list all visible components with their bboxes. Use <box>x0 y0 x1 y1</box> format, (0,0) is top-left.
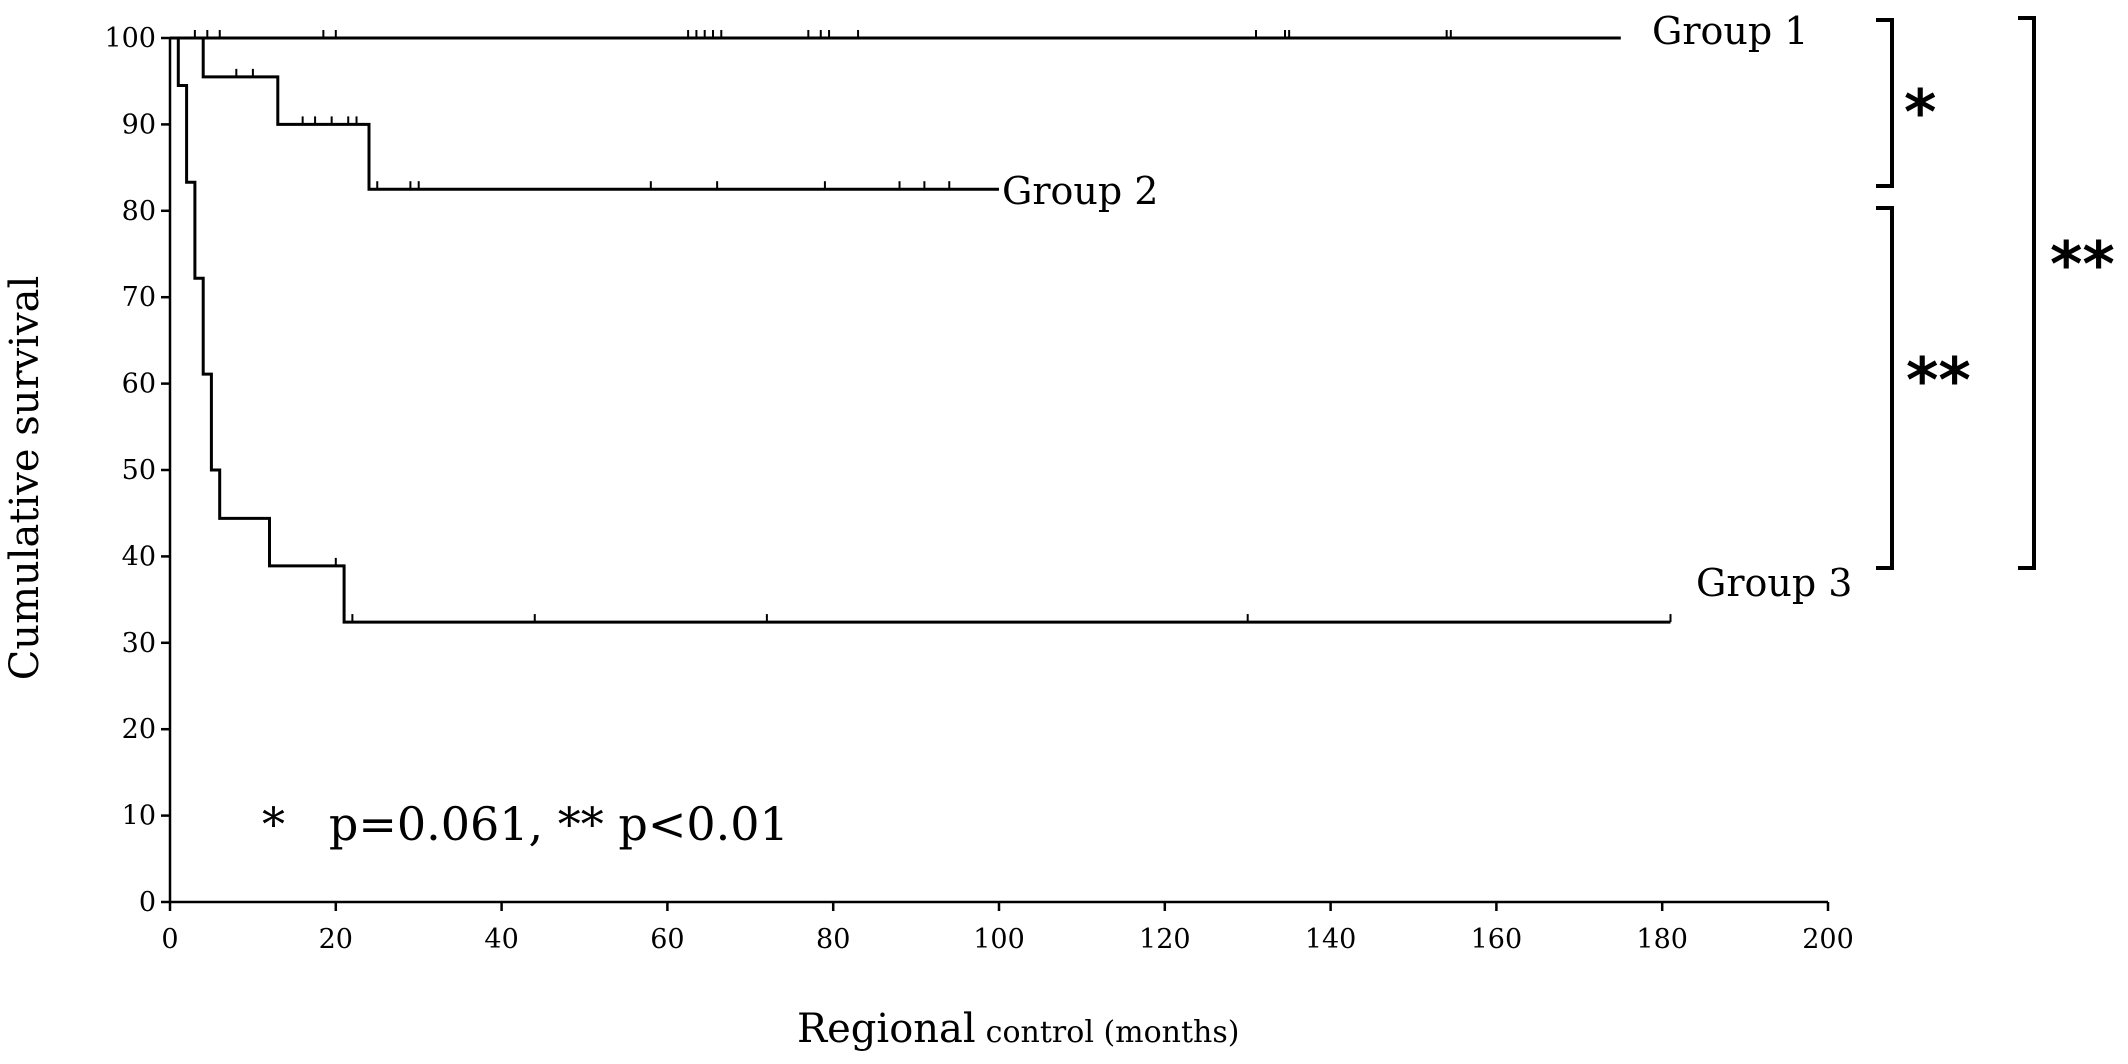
x-tick-label: 100 <box>973 924 1025 955</box>
group-2-label: Group 2 <box>1002 169 1158 213</box>
x-tick-label: 120 <box>1139 924 1191 955</box>
significance-label: ** <box>1906 344 1971 417</box>
x-tick-label: 180 <box>1636 924 1688 955</box>
axes: 0 10 20 30 40 50 60 70 80 90 100 0 20 40 60 80 100 120 140… <box>104 23 1853 955</box>
x-tick-label: 160 <box>1471 924 1523 955</box>
x-tick-label: 80 <box>816 924 850 955</box>
group-2-line <box>170 36 999 191</box>
group-1-label: Group 1 <box>1652 9 1808 53</box>
x-tick-label: 140 <box>1305 924 1357 955</box>
significance-bracket <box>2018 16 2036 570</box>
y-tick-label: 80 <box>122 196 156 227</box>
y-tick-label: 60 <box>122 369 156 400</box>
significance-label: ** <box>2050 228 2115 301</box>
x-axis-title: Regional control (months) <box>797 1006 1239 1052</box>
y-tick-label: 90 <box>122 109 156 140</box>
y-tick-label: 10 <box>122 801 156 832</box>
y-tick-label: 100 <box>104 23 156 54</box>
significance-bracket <box>1876 18 1894 188</box>
series-layer <box>170 30 1672 624</box>
group-3-line <box>170 36 1671 624</box>
y-tick-label: 40 <box>122 541 156 572</box>
significance-bracket <box>1876 206 1894 570</box>
x-tick-label: 20 <box>319 924 353 955</box>
y-tick-label: 30 <box>122 628 156 659</box>
y-tick-label: 0 <box>139 887 156 918</box>
y-axis-title: Cumulative survival <box>2 276 48 681</box>
x-tick-label: 40 <box>484 924 518 955</box>
p-value-annotation: * p=0.061, ** p<0.01 <box>262 797 789 851</box>
x-axis-title-main: Regional <box>797 1006 976 1052</box>
x-tick-label: 60 <box>650 924 684 955</box>
x-tick-label: 200 <box>1802 924 1854 955</box>
significance-label: * <box>1904 76 1936 149</box>
group-3-label: Group 3 <box>1696 561 1852 605</box>
x-axis-title-sub: control (months) <box>986 1015 1240 1050</box>
y-tick-label: 50 <box>122 455 156 486</box>
y-tick-label: 20 <box>122 714 156 745</box>
y-tick-label: 70 <box>122 282 156 313</box>
x-tick-label: 0 <box>161 924 178 955</box>
